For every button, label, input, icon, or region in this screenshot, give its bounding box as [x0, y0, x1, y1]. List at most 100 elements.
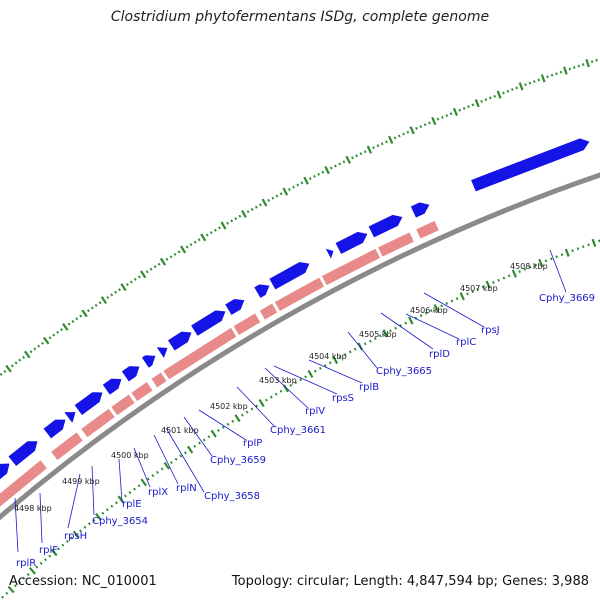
kbp-tick-label: 4507 kbp [460, 284, 498, 293]
gene-arrow[interactable] [367, 214, 404, 239]
tick-mark [193, 444, 197, 448]
gene-label[interactable]: Cphy_3658 [204, 491, 260, 502]
tick-mark [323, 364, 327, 368]
gene-arrow[interactable] [273, 276, 326, 313]
tick-mark [186, 445, 194, 454]
tick-mark [57, 547, 60, 551]
gene-arrow[interactable] [80, 407, 116, 439]
tick-mark [265, 398, 268, 402]
gene-label[interactable]: Cphy_3665 [376, 366, 432, 377]
tick-mark [493, 94, 496, 98]
tick-mark [163, 461, 170, 470]
tick-mark [230, 219, 234, 223]
gene-label[interactable]: rplF [39, 545, 58, 556]
gene-arrow[interactable] [189, 309, 227, 337]
gene-arrow[interactable] [224, 298, 246, 317]
gene-label[interactable]: rplN [176, 483, 197, 494]
tick-mark [351, 156, 354, 160]
tick-mark [538, 258, 544, 268]
tick-mark [123, 494, 127, 498]
gene-arrow[interactable] [50, 431, 84, 462]
gene-arrow[interactable] [415, 219, 440, 240]
gene-arrow[interactable] [258, 302, 279, 321]
gene-label[interactable]: Cphy_3654 [92, 516, 148, 527]
gene-arrow[interactable] [0, 459, 48, 509]
tick-mark [105, 508, 109, 512]
gene-label[interactable]: rplX [148, 487, 168, 498]
tick-mark [180, 245, 187, 254]
tick-mark [50, 548, 58, 557]
gene-label[interactable]: rpsS [332, 393, 354, 404]
tick-mark [424, 311, 428, 315]
gene-label[interactable]: rplB [359, 382, 379, 393]
gene-arrow[interactable] [232, 312, 262, 337]
tick-mark [524, 83, 527, 87]
tick-mark [5, 364, 12, 373]
gene-arrow[interactable] [101, 377, 123, 396]
gene-label[interactable]: Cphy_3669 [539, 293, 595, 304]
tick-mark [209, 231, 213, 235]
tick-mark [183, 451, 187, 455]
tick-mark [484, 98, 488, 102]
gene-label[interactable]: Cphy_3659 [210, 455, 266, 466]
gene-label[interactable]: rplV [305, 406, 325, 417]
gene-arrow[interactable] [0, 462, 11, 481]
tick-mark [563, 66, 568, 75]
gene-arrow[interactable] [110, 393, 136, 417]
tick-mark [106, 296, 110, 299]
kbp-tick-label: 4500 kbp [111, 451, 149, 460]
gene-label[interactable]: rplP [243, 438, 262, 449]
gene-arrow[interactable] [63, 411, 77, 424]
tick-mark [467, 105, 470, 109]
gene-label[interactable]: rpsJ [481, 325, 500, 336]
gene-label[interactable]: Cphy_3661 [270, 425, 326, 436]
gene-arrow[interactable] [253, 283, 271, 300]
tick-mark [145, 270, 149, 274]
gene-arrow[interactable] [155, 346, 169, 359]
gene-arrow[interactable] [7, 440, 39, 468]
tick-mark [245, 410, 249, 414]
gene-arrow[interactable] [42, 418, 67, 440]
gene-arrow[interactable] [469, 137, 591, 193]
tick-mark [496, 90, 502, 99]
gene-arrow[interactable] [377, 231, 415, 258]
tick-mark [29, 567, 36, 575]
gene-label[interactable]: rpsH [64, 531, 87, 542]
tick-mark [581, 245, 585, 249]
tick-mark [329, 166, 333, 170]
tick-mark [185, 245, 189, 249]
tick-mark [555, 255, 558, 259]
tick-mark [1, 595, 5, 599]
callout-line [198, 409, 247, 441]
tick-mark [471, 290, 474, 294]
gene-label[interactable]: rplD [429, 349, 450, 360]
gene-label[interactable]: rplE [122, 499, 142, 510]
gene-arrow[interactable] [162, 326, 238, 381]
gene-arrow[interactable] [130, 380, 154, 403]
tick-mark [61, 543, 65, 547]
gene-arrow[interactable] [120, 365, 141, 383]
topology-label: Topology: circular; Length: 4,847,594 bp… [231, 574, 589, 589]
tick-mark [590, 60, 594, 64]
gene-arrow[interactable] [320, 247, 381, 287]
tick-mark [474, 99, 480, 108]
tick-mark [42, 336, 50, 345]
gene-arrow[interactable] [268, 261, 311, 291]
gene-arrow[interactable] [409, 201, 431, 219]
gene-arrow[interactable] [324, 247, 335, 261]
gene-arrow[interactable] [334, 231, 369, 255]
gene-label[interactable]: rplC [456, 337, 476, 348]
tick-mark [65, 540, 69, 544]
gene-arrow[interactable] [140, 354, 157, 369]
tick-mark [174, 457, 178, 461]
tick-mark [511, 269, 517, 278]
tick-mark [179, 454, 183, 458]
gene-label[interactable]: rplR [16, 558, 36, 569]
gene-arrow[interactable] [150, 371, 168, 389]
tick-mark [294, 381, 298, 385]
tick-mark [388, 135, 394, 144]
gene-arrow[interactable] [73, 391, 104, 417]
gene-arrow[interactable] [166, 330, 193, 352]
kbp-tick-label: 4505 kbp [359, 330, 397, 339]
tick-mark [382, 329, 389, 338]
